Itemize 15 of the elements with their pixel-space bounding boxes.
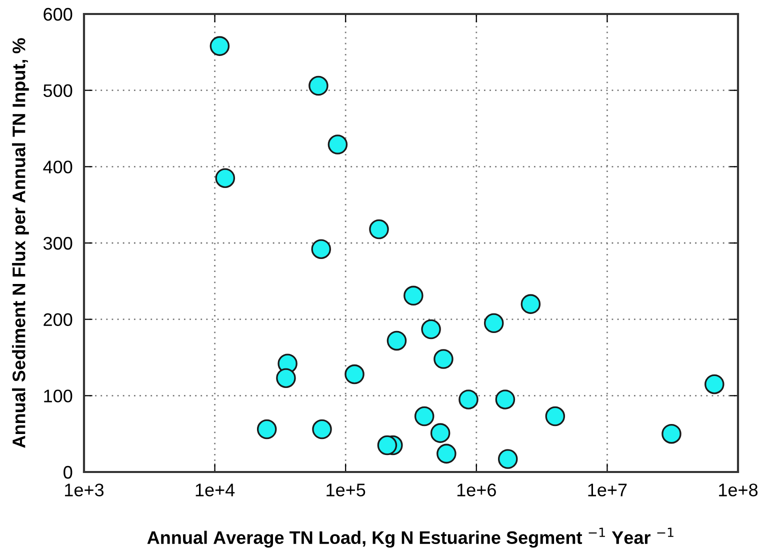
y-tick-label: 200 xyxy=(44,313,72,326)
x-tick-label: 1e+8 xyxy=(719,484,758,496)
x-tick-label: 1e+3 xyxy=(65,484,104,496)
y-tick-label: 300 xyxy=(43,236,72,250)
y-tick-label: 0 xyxy=(64,466,72,479)
y-tick-label: 500 xyxy=(43,84,72,98)
x-tick-label: 1e+7 xyxy=(588,484,627,496)
x-axis-title: Annual Average TN Load, Kg N Estuarine Segment $^{−1}$ Year $^{−1}$ xyxy=(147,528,674,548)
x-tick-label: 1e+5 xyxy=(326,484,366,496)
y-tick-label: 100 xyxy=(44,390,72,402)
y-tick-label: 600 xyxy=(44,8,72,21)
x-tick-label: 1e+4 xyxy=(196,484,235,496)
x-tick-label: 1e+6 xyxy=(457,484,496,496)
y-axis-title: Annual Sediment N Flux per Annual TN Input, % xyxy=(12,38,29,448)
y-tick-label: 400 xyxy=(43,160,72,174)
